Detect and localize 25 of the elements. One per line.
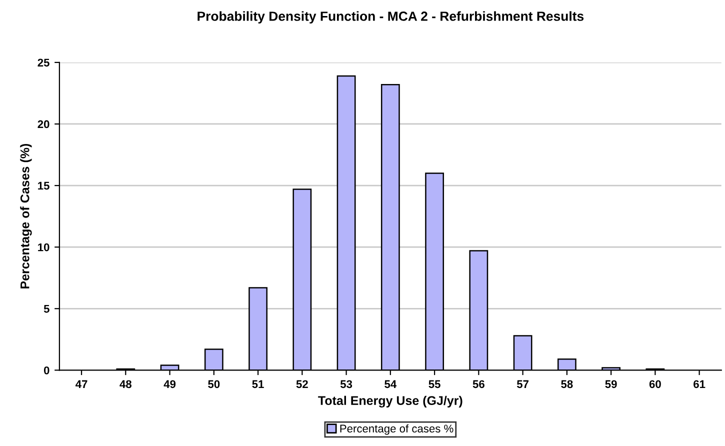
x-axis-title: Total Energy Use (GJ/yr) — [318, 396, 462, 408]
x-tick-label: 54 — [384, 380, 397, 388]
y-tick-label: 25 — [38, 58, 50, 67]
x-tick-label: 60 — [649, 380, 661, 388]
x-tick-label: 48 — [120, 380, 132, 388]
x-tick-label: 58 — [561, 380, 573, 388]
x-tick-label: 57 — [516, 380, 528, 388]
y-tick-label: 0 — [44, 366, 50, 374]
y-tick-label: 5 — [44, 305, 50, 313]
x-tick-label: 52 — [296, 380, 308, 388]
x-tick-label: 56 — [472, 380, 484, 388]
y-tick-label: 15 — [38, 182, 50, 190]
x-tick-label: 47 — [76, 380, 88, 388]
x-tick-label: 50 — [208, 380, 220, 388]
x-tick-label: 61 — [694, 380, 706, 388]
x-tick-label: 49 — [164, 380, 176, 388]
y-axis-title: Percentage of Cases (%) — [20, 144, 32, 288]
x-tick-label: 53 — [340, 380, 352, 388]
x-tick-label: 51 — [252, 380, 264, 388]
y-tick-label: 10 — [38, 243, 50, 252]
legend-label: Percentage of cases % — [340, 424, 454, 435]
chart-title: Probability Density Function - MCA 2 - Refurbishment Results — [198, 11, 584, 24]
x-tick-label: 59 — [605, 380, 617, 388]
y-tick-label: 20 — [38, 120, 50, 128]
x-tick-label: 55 — [428, 380, 440, 388]
